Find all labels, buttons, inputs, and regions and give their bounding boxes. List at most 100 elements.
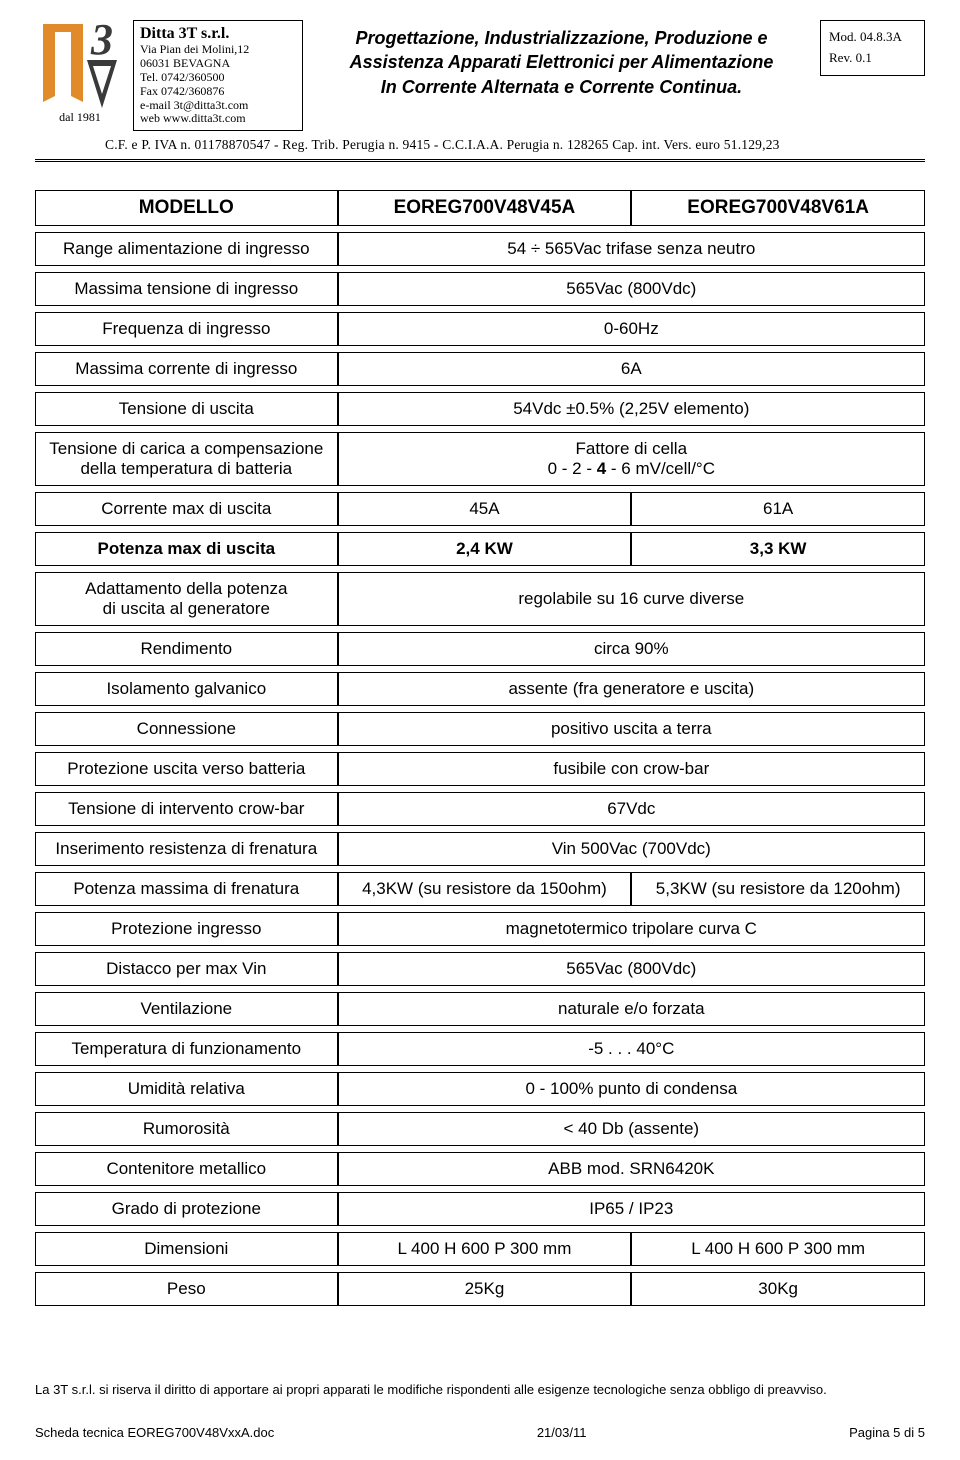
row-label: Grado di protezione bbox=[35, 1192, 338, 1226]
row-label: Rendimento bbox=[35, 632, 338, 666]
row-value-a: 2,4 KW bbox=[338, 532, 632, 566]
row-label: Tensione di intervento crow-bar bbox=[35, 792, 338, 826]
row-label: Contenitore metallico bbox=[35, 1152, 338, 1186]
table-header-row: MODELLOEOREG700V48V45AEOREG700V48V61A bbox=[35, 190, 925, 226]
company-addr1: Via Pian dei Molini,12 bbox=[140, 43, 296, 57]
row-label: Protezione ingresso bbox=[35, 912, 338, 946]
row-value-a: 25Kg bbox=[338, 1272, 632, 1306]
row-label: Potenza max di uscita bbox=[35, 532, 338, 566]
table-row: Inserimento resistenza di frenaturaVin 5… bbox=[35, 832, 925, 866]
mod-rev-box: Mod. 04.8.3A Rev. 0.1 bbox=[820, 20, 925, 76]
row-value-span: regolabile su 16 curve diverse bbox=[338, 572, 925, 626]
table-row: Connessionepositivo uscita a terra bbox=[35, 712, 925, 746]
row-value-span: fusibile con crow-bar bbox=[338, 752, 925, 786]
company-addr2: 06031 BEVAGNA bbox=[140, 57, 296, 71]
row-value-span: 0-60Hz bbox=[338, 312, 925, 346]
row-value-span: 6A bbox=[338, 352, 925, 386]
table-row: Isolamento galvanicoassente (fra generat… bbox=[35, 672, 925, 706]
table-row: Tensione di intervento crow-bar67Vdc bbox=[35, 792, 925, 826]
spec-table: MODELLOEOREG700V48V45AEOREG700V48V61A Ran… bbox=[35, 190, 925, 1312]
footer-left: Scheda tecnica EOREG700V48VxxA.doc bbox=[35, 1425, 274, 1440]
row-label: Peso bbox=[35, 1272, 338, 1306]
row-value-a: 45A bbox=[338, 492, 632, 526]
table-row: Potenza massima di frenatura4,3KW (su re… bbox=[35, 872, 925, 906]
table-row: Adattamento della potenzadi uscita al ge… bbox=[35, 572, 925, 626]
row-value-b: 61A bbox=[631, 492, 925, 526]
row-label: Inserimento resistenza di frenatura bbox=[35, 832, 338, 866]
table-row: Frequenza di ingresso0-60Hz bbox=[35, 312, 925, 346]
footer-center: 21/03/11 bbox=[537, 1425, 587, 1440]
company-fax: Fax 0742/360876 bbox=[140, 85, 296, 99]
row-label: Potenza massima di frenatura bbox=[35, 872, 338, 906]
page: 3 dal 1981 Ditta 3T s.r.l. Via Pian dei … bbox=[0, 0, 960, 1460]
row-label: Range alimentazione di ingresso bbox=[35, 232, 338, 266]
row-value-a: L 400 H 600 P 300 mm bbox=[338, 1232, 632, 1266]
table-row: Distacco per max Vin565Vac (800Vdc) bbox=[35, 952, 925, 986]
row-value-span: < 40 Db (assente) bbox=[338, 1112, 925, 1146]
title-line-2: Assistenza Apparati Elettronici per Alim… bbox=[319, 50, 804, 74]
row-value-span: 54Vdc ±0.5% (2,25V elemento) bbox=[338, 392, 925, 426]
table-row: Umidità relativa0 - 100% punto di conden… bbox=[35, 1072, 925, 1106]
row-value-a: 4,3KW (su resistore da 150ohm) bbox=[338, 872, 632, 906]
row-label: Umidità relativa bbox=[35, 1072, 338, 1106]
row-label: Dimensioni bbox=[35, 1232, 338, 1266]
table-row: Protezione uscita verso batteriafusibile… bbox=[35, 752, 925, 786]
row-value-span: 565Vac (800Vdc) bbox=[338, 952, 925, 986]
row-value-span: naturale e/o forzata bbox=[338, 992, 925, 1026]
table-row: Potenza max di uscita2,4 KW3,3 KW bbox=[35, 532, 925, 566]
table-row: Ventilazionenaturale e/o forzata bbox=[35, 992, 925, 1026]
table-row: Tensione di carica a compensazionedella … bbox=[35, 432, 925, 486]
row-value-b: 30Kg bbox=[631, 1272, 925, 1306]
row-value-span: 54 ÷ 565Vac trifase senza neutro bbox=[338, 232, 925, 266]
row-value-span: Fattore di cella0 - 2 - 4 - 6 mV/cell/°C bbox=[338, 432, 925, 486]
company-name: Ditta 3T s.r.l. bbox=[140, 25, 296, 43]
row-value-span: assente (fra generatore e uscita) bbox=[338, 672, 925, 706]
svg-text:3: 3 bbox=[90, 20, 113, 64]
company-web: web www.ditta3t.com bbox=[140, 112, 296, 126]
title-line-1: Progettazione, Industrializzazione, Prod… bbox=[319, 26, 804, 50]
row-value-span: magnetotermico tripolare curva C bbox=[338, 912, 925, 946]
row-value-b: L 400 H 600 P 300 mm bbox=[631, 1232, 925, 1266]
table-row: Temperatura di funzionamento-5 . . . 40°… bbox=[35, 1032, 925, 1066]
row-label: Distacco per max Vin bbox=[35, 952, 338, 986]
row-value-span: 67Vdc bbox=[338, 792, 925, 826]
row-label: Adattamento della potenzadi uscita al ge… bbox=[35, 572, 338, 626]
header-divider bbox=[35, 159, 925, 162]
row-label: Temperatura di funzionamento bbox=[35, 1032, 338, 1066]
row-value-span: 565Vac (800Vdc) bbox=[338, 272, 925, 306]
hdr-model-b: EOREG700V48V61A bbox=[631, 190, 925, 226]
table-row: Protezione ingressomagnetotermico tripol… bbox=[35, 912, 925, 946]
row-value-span: -5 . . . 40°C bbox=[338, 1032, 925, 1066]
company-tel: Tel. 0742/360500 bbox=[140, 71, 296, 85]
header: 3 dal 1981 Ditta 3T s.r.l. Via Pian dei … bbox=[35, 20, 925, 131]
company-logo: 3 bbox=[41, 20, 119, 108]
row-label: Tensione di uscita bbox=[35, 392, 338, 426]
row-label: Tensione di carica a compensazionedella … bbox=[35, 432, 338, 486]
row-value-span: positivo uscita a terra bbox=[338, 712, 925, 746]
row-value-span: 0 - 100% punto di condensa bbox=[338, 1072, 925, 1106]
table-row: Tensione di uscita54Vdc ±0.5% (2,25V ele… bbox=[35, 392, 925, 426]
table-row: Rendimentocirca 90% bbox=[35, 632, 925, 666]
table-row: DimensioniL 400 H 600 P 300 mmL 400 H 60… bbox=[35, 1232, 925, 1266]
table-row: Range alimentazione di ingresso54 ÷ 565V… bbox=[35, 232, 925, 266]
table-row: Rumorosità< 40 Db (assente) bbox=[35, 1112, 925, 1146]
header-title: Progettazione, Industrializzazione, Prod… bbox=[311, 20, 812, 99]
row-label: Massima corrente di ingresso bbox=[35, 352, 338, 386]
row-value-span: IP65 / IP23 bbox=[338, 1192, 925, 1226]
row-label: Protezione uscita verso batteria bbox=[35, 752, 338, 786]
row-label: Ventilazione bbox=[35, 992, 338, 1026]
row-value-span: Vin 500Vac (700Vdc) bbox=[338, 832, 925, 866]
table-row: Contenitore metallicoABB mod. SRN6420K bbox=[35, 1152, 925, 1186]
row-label: Connessione bbox=[35, 712, 338, 746]
table-row: Massima corrente di ingresso6A bbox=[35, 352, 925, 386]
logo-cell: 3 dal 1981 bbox=[35, 20, 125, 125]
row-label: Corrente max di uscita bbox=[35, 492, 338, 526]
table-row: Grado di protezioneIP65 / IP23 bbox=[35, 1192, 925, 1226]
company-info-box: Ditta 3T s.r.l. Via Pian dei Molini,12 0… bbox=[133, 20, 303, 131]
row-label: Frequenza di ingresso bbox=[35, 312, 338, 346]
footer: Scheda tecnica EOREG700V48VxxA.doc 21/03… bbox=[35, 1425, 925, 1440]
table-row: Peso25Kg30Kg bbox=[35, 1272, 925, 1306]
row-label: Isolamento galvanico bbox=[35, 672, 338, 706]
row-label: Massima tensione di ingresso bbox=[35, 272, 338, 306]
table-row: Massima tensione di ingresso565Vac (800V… bbox=[35, 272, 925, 306]
